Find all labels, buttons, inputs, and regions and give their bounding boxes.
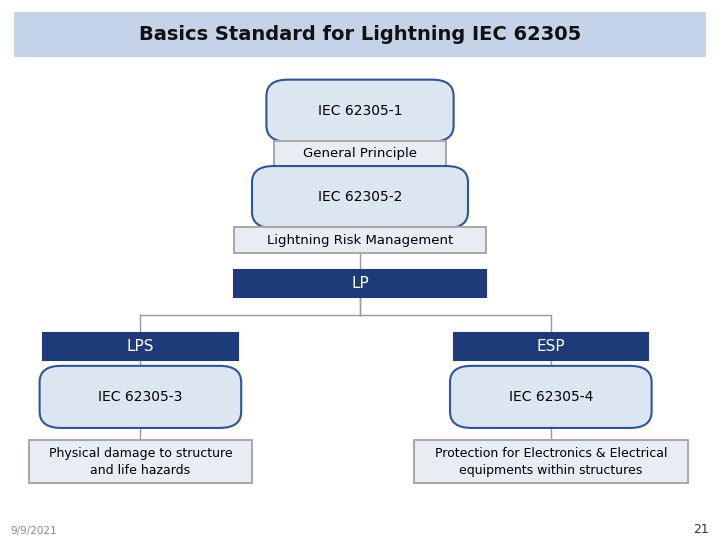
FancyBboxPatch shape [454, 333, 648, 360]
FancyBboxPatch shape [266, 79, 454, 141]
FancyBboxPatch shape [252, 166, 468, 228]
Text: IEC 62305-4: IEC 62305-4 [508, 390, 593, 404]
FancyBboxPatch shape [274, 141, 446, 167]
Text: 21: 21 [693, 523, 709, 536]
Text: IEC 62305-3: IEC 62305-3 [98, 390, 183, 404]
Text: Lightning Risk Management: Lightning Risk Management [267, 234, 453, 247]
FancyBboxPatch shape [234, 227, 486, 253]
Text: IEC 62305-2: IEC 62305-2 [318, 190, 402, 204]
Text: Protection for Electronics & Electrical
equipments within structures: Protection for Electronics & Electrical … [435, 447, 667, 477]
Text: Physical damage to structure
and life hazards: Physical damage to structure and life ha… [48, 447, 233, 477]
Text: IEC 62305-1: IEC 62305-1 [318, 104, 402, 118]
Text: 9/9/2021: 9/9/2021 [11, 525, 58, 536]
FancyBboxPatch shape [450, 366, 652, 428]
FancyBboxPatch shape [414, 440, 688, 483]
Text: LP: LP [351, 276, 369, 291]
Text: ESP: ESP [536, 339, 565, 354]
FancyBboxPatch shape [14, 12, 706, 57]
FancyBboxPatch shape [234, 270, 486, 297]
FancyBboxPatch shape [40, 366, 241, 428]
Text: Basics Standard for Lightning IEC 62305: Basics Standard for Lightning IEC 62305 [139, 25, 581, 44]
FancyBboxPatch shape [43, 333, 238, 360]
Text: General Principle: General Principle [303, 147, 417, 160]
Text: LPS: LPS [127, 339, 154, 354]
FancyBboxPatch shape [29, 440, 252, 483]
